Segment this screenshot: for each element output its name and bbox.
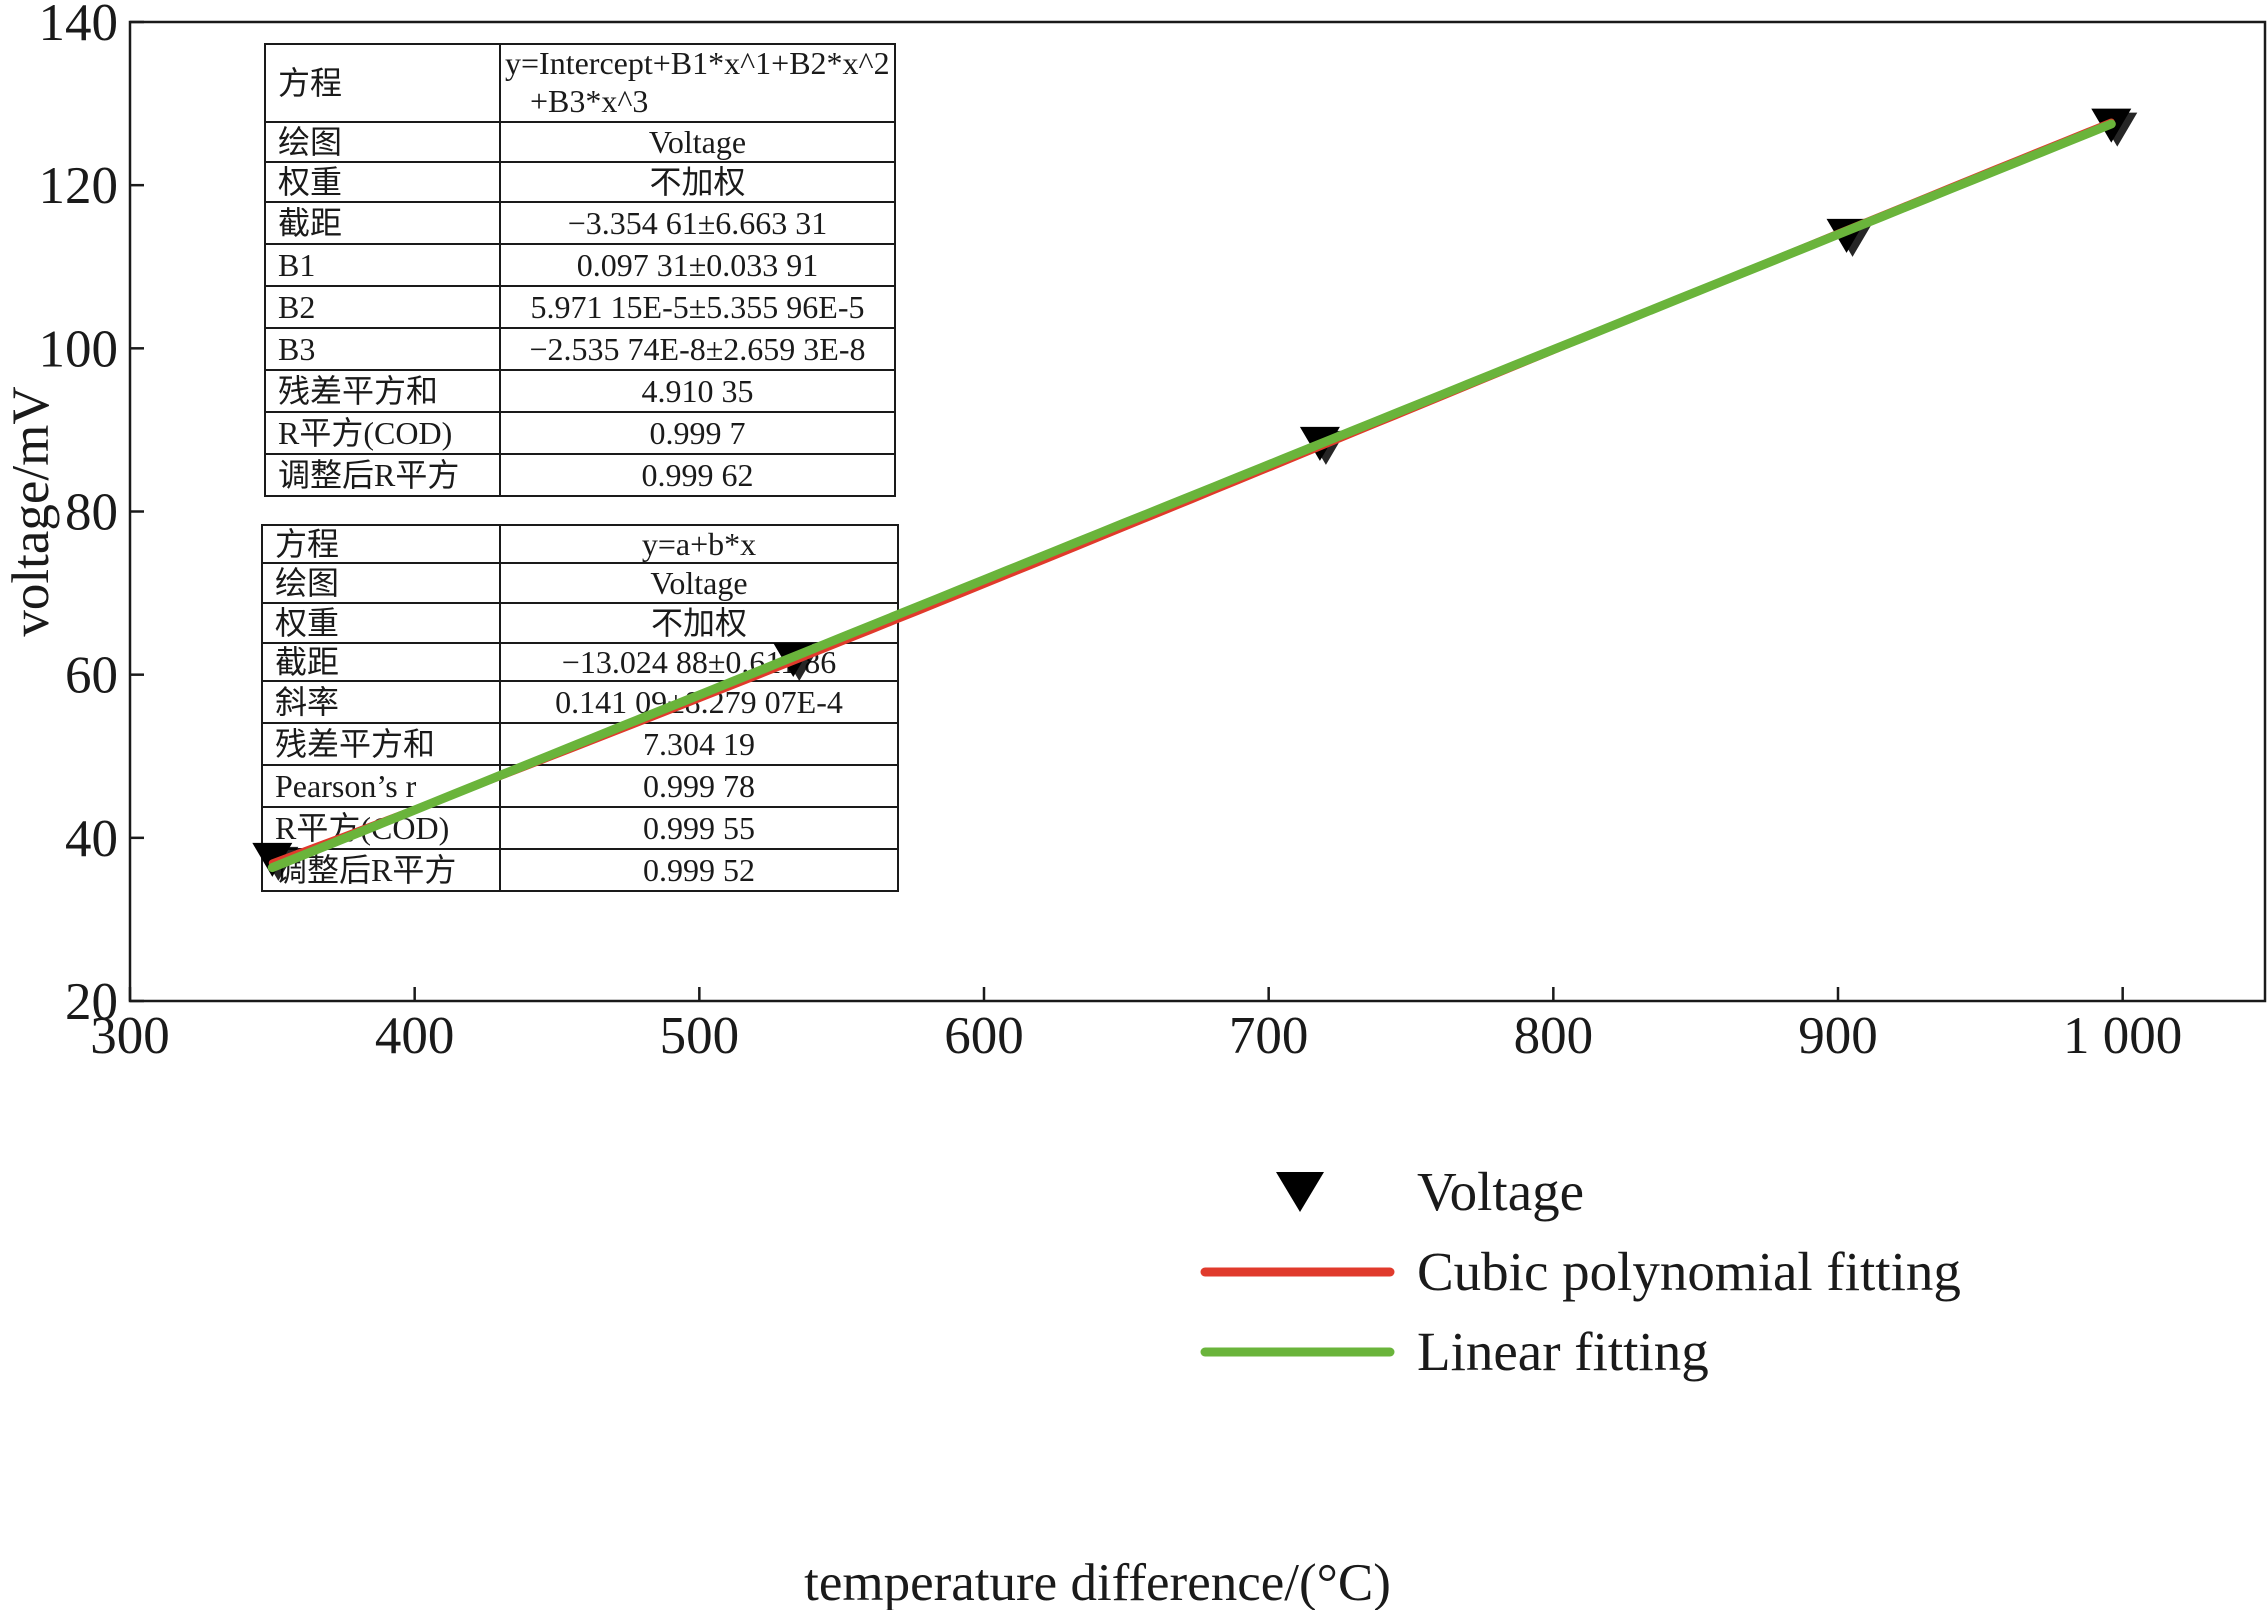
table-row-value: y=a+b*x	[642, 526, 756, 562]
table-row-label: 权重	[275, 605, 339, 641]
y-tick-label: 40	[65, 810, 118, 868]
x-tick-label: 700	[1229, 1007, 1309, 1065]
table-row-value: 0.999 52	[643, 852, 755, 888]
legend-label: Linear fitting	[1417, 1321, 1709, 1382]
axes: 300 400 500 600 700 800 900 1 000 20 40 60 80 100 120…	[2, 0, 2182, 1610]
series-line-linear	[267, 119, 2116, 873]
table-row-value: 4.910 35	[642, 373, 754, 409]
y-axis-title: voltage/mV	[2, 386, 60, 636]
table-row-label: B1	[278, 247, 315, 283]
table-row-value: Voltage	[649, 124, 746, 160]
table-row-value: −3.354 61±6.663 31	[568, 205, 828, 241]
table-row-value: 0.999 62	[642, 457, 754, 493]
table-row-value: 0.999 78	[643, 768, 755, 804]
table-row-label: 斜率	[275, 684, 339, 720]
x-tick-label: 300	[90, 1007, 170, 1065]
y-tick-label: 60	[65, 647, 118, 705]
table-row-label: 绘图	[275, 565, 339, 601]
legend: Voltage Cubic polynomial fitting Linear fi…	[1200, 1161, 1961, 1382]
table-row-label: 绘图	[278, 124, 342, 160]
table-row-label: 方程	[275, 526, 339, 562]
fit-table-cubic: 方程 y=Intercept+B1*x^1+B2*x^2+B3*x^3 绘图 Volt…	[264, 43, 896, 497]
table-row-label: 调整后R平方	[278, 457, 459, 493]
table-row-value: Voltage	[650, 565, 747, 601]
table-row-label: B2	[278, 289, 315, 325]
table-row-value: 不加权	[651, 605, 747, 641]
x-tick-label: 800	[1514, 1007, 1594, 1065]
table-row-value: −2.535 74E-8±2.659 3E-8	[529, 331, 865, 367]
table-row-value: 5.971 15E-5±5.355 96E-5	[531, 289, 865, 325]
table-row-value: 7.304 19	[643, 726, 755, 762]
table-row-label: B3	[278, 331, 315, 367]
x-tick-label: 1 000	[2063, 1007, 2182, 1065]
table-row-value: +B3*x^3	[530, 83, 648, 119]
x-axis-title: temperature difference/(°C)	[804, 1554, 1391, 1610]
table-row-label: 截距	[275, 644, 339, 680]
legend-marker	[1276, 1172, 1324, 1212]
table-row-label: 截距	[278, 205, 342, 241]
legend-item-linear: Linear fitting	[1200, 1321, 1709, 1382]
table-row-label: R平方(COD)	[278, 415, 452, 451]
x-tick-label: 900	[1798, 1007, 1878, 1065]
y-tick-label: 20	[65, 973, 118, 1031]
x-tick-label: 500	[660, 1007, 740, 1065]
x-tick-label: 400	[375, 1007, 455, 1065]
legend-label: Voltage	[1417, 1161, 1584, 1222]
x-tick-label: 600	[944, 1007, 1024, 1065]
table-border	[264, 43, 896, 497]
y-tick-label: 80	[65, 484, 118, 542]
table-row-value: 0.097 31±0.033 91	[577, 247, 819, 283]
table-row-label: 残差平方和	[275, 726, 435, 762]
table-row-label: 权重	[278, 164, 342, 200]
legend-item-cubic: Cubic polynomial fitting	[1200, 1241, 1961, 1302]
y-tick-label: 120	[39, 157, 119, 215]
fit-tables: 方程 y=Intercept+B1*x^1+B2*x^2+B3*x^3 绘图 Volt…	[261, 43, 899, 892]
table-row-label: 方程	[278, 65, 342, 101]
table-row-value: 不加权	[649, 164, 745, 200]
table-row-value: 0.999 7	[650, 415, 746, 451]
legend-label: Cubic polynomial fitting	[1417, 1241, 1961, 1302]
table-row-label: Pearson’s r	[275, 768, 417, 804]
table-row-value: y=Intercept+B1*x^1+B2*x^2	[505, 45, 890, 81]
legend-item-voltage: Voltage	[1276, 1161, 1584, 1222]
y-tick-label: 100	[39, 320, 119, 378]
table-row-label: 残差平方和	[278, 373, 438, 409]
y-tick-label: 140	[39, 0, 119, 52]
series	[252, 108, 2138, 881]
table-row-value: 0.999 55	[643, 810, 755, 846]
